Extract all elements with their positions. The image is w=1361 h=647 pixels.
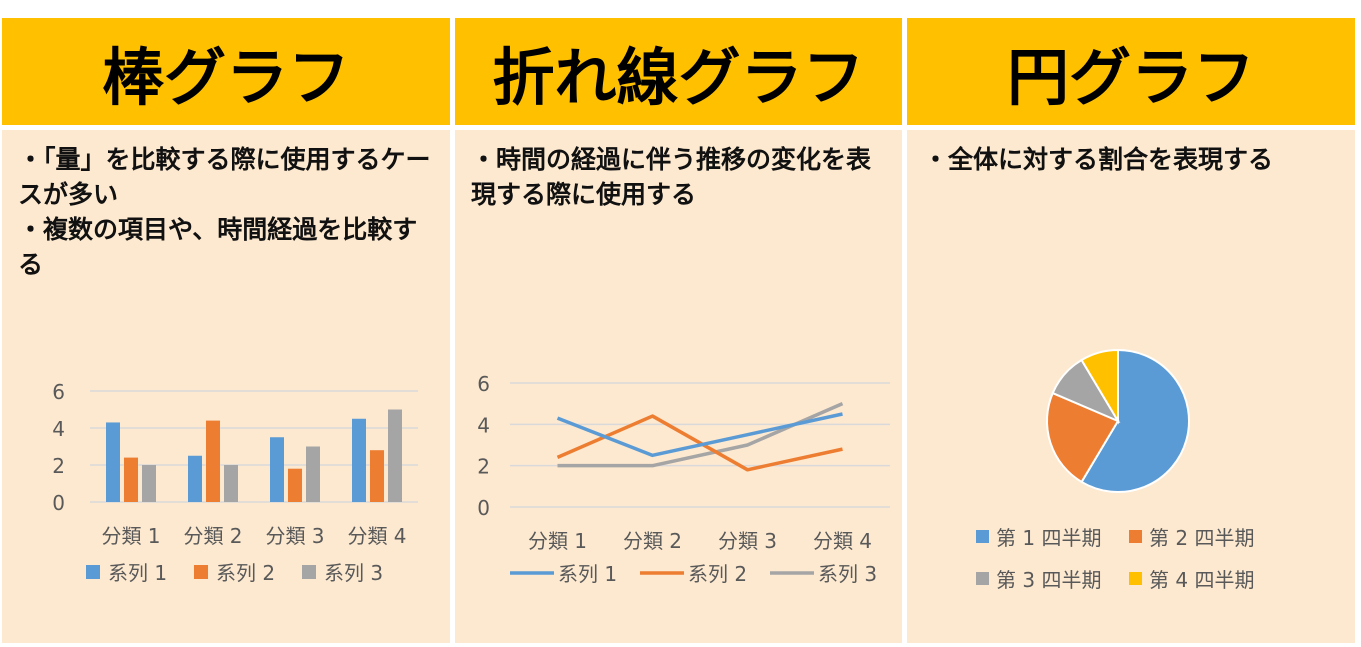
y-tick-label: 6	[477, 372, 490, 396]
bar-panel: ・「量」を比較する際に使用するケースが多い ・複数の項目や、時間経過を比較する	[2, 130, 450, 643]
legend-label: 第 3 四半期	[996, 568, 1101, 592]
series-line	[556, 412, 843, 458]
legend-swatch	[194, 565, 208, 579]
y-tick-label: 2	[52, 454, 65, 478]
x-tick-label: 分類 1	[101, 524, 160, 548]
bar	[188, 455, 202, 502]
x-tick-label: 分類 4	[347, 524, 406, 548]
bar	[124, 457, 138, 502]
bar	[388, 409, 402, 502]
legend-swatch	[302, 565, 316, 579]
x-tick-label: 分類 3	[265, 524, 324, 548]
bar	[106, 422, 120, 502]
x-tick-label: 分類 3	[718, 529, 777, 553]
bar	[224, 465, 238, 502]
legend-swatch	[1129, 530, 1142, 543]
legend-label: 系列 2	[688, 562, 747, 586]
y-tick-label: 4	[52, 417, 65, 441]
pie-description: ・全体に対する割合を表現する	[923, 142, 1345, 177]
pie-slice	[1080, 348, 1190, 493]
y-tick-label: 0	[477, 496, 490, 520]
y-tick-label: 6	[52, 380, 65, 404]
line-panel-title: 折れ線グラフ	[455, 18, 902, 125]
bar	[206, 420, 220, 502]
pie-panel-title: 円グラフ	[907, 18, 1355, 125]
legend-swatch	[976, 572, 989, 585]
bar-description: ・「量」を比較する際に使用するケースが多い ・複数の項目や、時間経過を比較する	[18, 142, 440, 282]
bullet: ・全体に対する割合を表現する	[923, 145, 1274, 174]
bar	[306, 446, 320, 502]
x-tick-label: 分類 2	[183, 524, 242, 548]
legend-swatch	[86, 565, 100, 579]
bar	[270, 437, 284, 502]
legend-label: 第 2 四半期	[1149, 526, 1254, 550]
y-tick-label: 0	[52, 491, 65, 515]
line-panel: ・時間の経過に伴う推移の変化を表現する際に使用する	[455, 130, 902, 643]
legend-label: 系列 1	[108, 561, 167, 585]
bullet: ・時間の経過に伴う推移の変化を表現する際に使用する	[471, 145, 872, 209]
bar	[142, 465, 156, 502]
bar-panel-title: 棒グラフ	[2, 18, 450, 125]
legend-swatch	[976, 530, 989, 543]
x-tick-label: 分類 2	[623, 529, 682, 553]
legend-label: 系列 2	[216, 561, 275, 585]
x-tick-label: 分類 4	[813, 529, 872, 553]
bar	[288, 468, 302, 502]
bar	[370, 450, 384, 502]
y-tick-label: 4	[477, 413, 490, 437]
legend-swatch	[1129, 572, 1142, 585]
legend-label: 第 1 四半期	[996, 526, 1101, 550]
y-tick-label: 2	[477, 455, 490, 479]
pie-slice	[1080, 348, 1119, 425]
bullet: ・「量」を比較する際に使用するケースが多い	[18, 145, 431, 209]
legend-label: 第 4 四半期	[1149, 568, 1254, 592]
bullet: ・複数の項目や、時間経過を比較する	[18, 215, 418, 279]
bar	[352, 418, 366, 502]
legend-label: 系列 1	[558, 562, 617, 586]
legend-label: 系列 3	[324, 561, 383, 585]
legend-label: 系列 3	[818, 562, 877, 586]
x-tick-label: 分類 1	[528, 529, 587, 553]
line-description: ・時間の経過に伴う推移の変化を表現する際に使用する	[471, 142, 892, 212]
pie-slice	[1046, 391, 1120, 484]
